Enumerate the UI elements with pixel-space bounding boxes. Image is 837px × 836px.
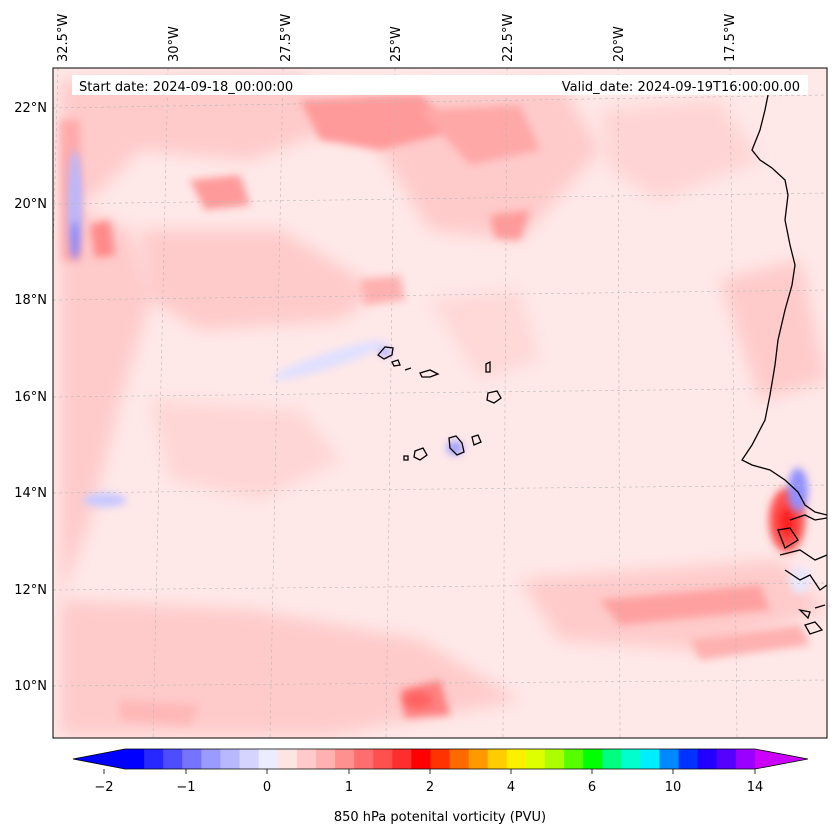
colorbar-segment [735, 749, 756, 769]
colorbar-segment [564, 749, 584, 769]
colorbar-tick-label: 0 [263, 780, 271, 795]
colorbar-segment [468, 749, 489, 769]
colorbar-tick-label: 4 [507, 780, 515, 795]
colorbar-segment [697, 749, 718, 769]
colorbar-tick-label: 6 [588, 780, 596, 795]
vorticity-field [53, 68, 827, 738]
lon-label: 20°W [612, 26, 627, 62]
colorbar-segment [201, 749, 221, 769]
colorbar: −2 −1 0 1 2 4 6 10 14 850 hPa potenital vorticit… [72, 748, 809, 825]
lon-label: 30°W [167, 26, 182, 62]
colorbar-segment [335, 749, 355, 769]
colorbar-segment [487, 749, 508, 769]
colorbar-outline [72, 748, 809, 770]
coastline [377, 94, 827, 635]
lat-label: 14°N [14, 486, 47, 501]
colorbar-segment [621, 749, 641, 769]
longitude-labels: 32.5°W 30°W 27.5°W 25°W 22.5°W 20°W 17.5… [56, 14, 738, 62]
colorbar-tick-label: 10 [665, 780, 682, 795]
lon-label: 22.5°W [501, 14, 516, 62]
colorbar-segment [239, 749, 260, 769]
colorbar-tick-label: 1 [345, 780, 353, 795]
colorbar-segment [525, 749, 546, 769]
lat-label: 16°N [14, 390, 47, 405]
colorbar-segment [411, 749, 431, 769]
info-box [72, 75, 808, 95]
colorbar-tick-label: −1 [176, 780, 195, 795]
graticule [53, 68, 827, 738]
lon-label: 25°W [389, 26, 404, 62]
lat-label: 10°N [14, 679, 47, 694]
colorbar-segment [144, 749, 164, 769]
colorbar-segment [583, 749, 603, 769]
colorbar-segment [296, 749, 317, 769]
colorbar-segment [163, 749, 183, 769]
colorbar-segment [716, 749, 737, 769]
colorbar-under-arrow [73, 749, 125, 769]
colorbar-over-arrow [755, 749, 808, 769]
lon-label: 17.5°W [723, 14, 738, 62]
colorbar-segment [640, 749, 661, 769]
lon-label: 27.5°W [279, 14, 294, 62]
colorbar-segment [545, 749, 565, 769]
colorbar-segment [125, 749, 145, 769]
map-frame [52, 67, 828, 739]
valid-date-text: Valid_date: 2024-09-19T16:00:00.00 [562, 80, 800, 95]
lat-label: 18°N [14, 293, 47, 308]
lat-label: 20°N [14, 197, 47, 212]
colorbar-segment [678, 749, 699, 769]
colorbar-segment [373, 749, 393, 769]
colorbar-segment [354, 749, 374, 769]
colorbar-segment [659, 749, 680, 769]
colorbar-segment [258, 749, 279, 769]
colorbar-tick-label: 2 [426, 780, 434, 795]
colorbar-segment [277, 749, 298, 769]
lon-label: 32.5°W [56, 14, 71, 62]
lat-label: 12°N [14, 583, 47, 598]
start-date-text: Start date: 2024-09-18_00:00:00 [79, 80, 293, 95]
colorbar-segments [125, 749, 756, 769]
colorbar-label: 850 hPa potenital vorticity (PVU) [334, 810, 546, 825]
colorbar-ticks: −2 −1 0 1 2 4 6 10 14 [94, 769, 763, 795]
colorbar-segment [315, 749, 336, 769]
lat-label: 22°N [14, 101, 47, 116]
latitude-labels: 22°N 20°N 18°N 16°N 14°N 12°N 10°N [14, 101, 47, 694]
colorbar-tick-label: 14 [747, 780, 764, 795]
colorbar-segment [430, 749, 451, 769]
colorbar-segment [220, 749, 241, 769]
colorbar-segment [449, 749, 470, 769]
colorbar-segment [506, 749, 527, 769]
colorbar-segment [602, 749, 622, 769]
colorbar-segment [182, 749, 202, 769]
colorbar-tick-label: −2 [94, 780, 113, 795]
colorbar-segment [392, 749, 412, 769]
